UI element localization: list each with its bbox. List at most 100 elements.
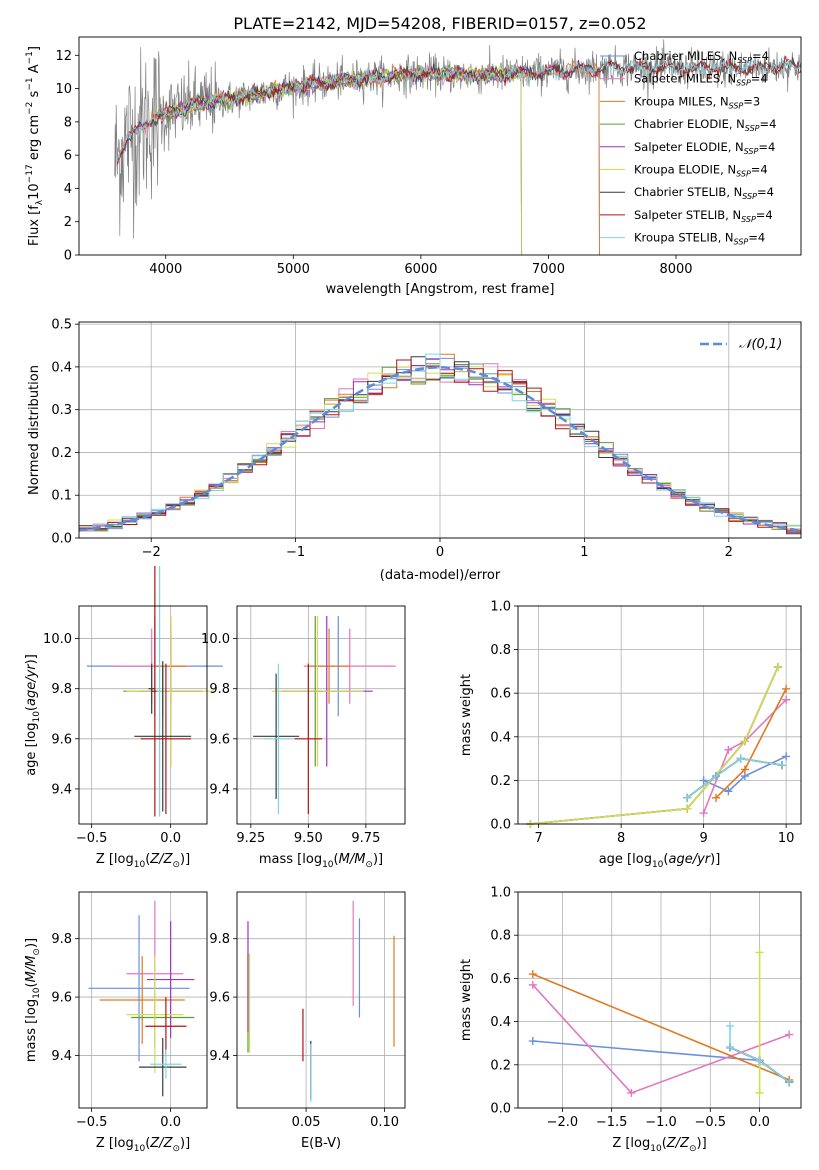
label-part: Flux [f — [27, 205, 42, 246]
legend-label: Salpeter ELODIE, NSSP=4 — [634, 140, 775, 156]
label-part: ⊙ — [172, 1144, 180, 1154]
legend: Chabrier MILES, NSSP=4 Salpeter MILES, N S… — [600, 49, 776, 247]
weight-line — [686, 757, 783, 799]
label-part: age [log — [599, 852, 652, 867]
weight-marker — [773, 663, 782, 672]
label-part: ⊙ — [32, 948, 42, 956]
weight-line — [729, 1025, 790, 1083]
y-tick-label: 0.5 — [51, 318, 72, 333]
plot-area — [88, 900, 195, 1097]
x-tick-label: 0.05 — [292, 1115, 321, 1130]
legend-text: Salpeter MILES, N — [634, 72, 736, 86]
y-tick-label: 9.6 — [51, 991, 72, 1006]
label-part: mass [log — [24, 999, 39, 1062]
x-tick-label: 9.25 — [236, 831, 265, 846]
legend-label: Kroupa MILES, NSSP=3 — [634, 94, 760, 110]
x-axis-label: wavelength [Angstrom, rest frame] — [326, 282, 555, 297]
label-part: erg cm — [27, 115, 42, 164]
axis-label: mass [log10(M/M⊙)] — [24, 938, 42, 1062]
y-axis-label: mass weight — [459, 674, 474, 756]
model-spectrum — [116, 60, 600, 256]
legend-count: =3 — [743, 94, 760, 108]
legend-count: =4 — [751, 163, 768, 177]
x-tick-label: 1 — [580, 545, 588, 560]
x-tick-label: −2 — [142, 545, 161, 560]
x-tick-label: −0.5 — [694, 1115, 726, 1130]
label-part: )] — [373, 852, 383, 867]
y-tick-label: 1.0 — [490, 600, 511, 615]
legend-count: =4 — [748, 231, 765, 245]
weight-marker — [740, 737, 749, 746]
legend-subscript: SSP — [736, 170, 751, 179]
panel-age-weight: 7 8 9 10 0.0 0.2 0.4 0.6 0.8 1.0 mass weight age [l… — [459, 600, 802, 870]
x-tick-label: −0.5 — [76, 831, 108, 846]
weight-marker — [699, 776, 708, 785]
label-part: 10 — [32, 987, 42, 999]
label-part: A — [27, 64, 42, 77]
weight-marker — [782, 752, 791, 761]
weight-marker — [778, 761, 787, 770]
label-part: )] — [180, 1136, 190, 1151]
label-part: )] — [24, 938, 39, 948]
axes-frame — [78, 36, 802, 256]
model-spectrum — [116, 61, 600, 256]
y-tick-label: 9.6 — [51, 732, 72, 747]
weight-marker — [712, 793, 721, 802]
x-tick-label: 9.50 — [294, 831, 323, 846]
y-axis-label: mass weight — [459, 959, 474, 1041]
y-axis-label: Normed distribution — [27, 365, 42, 495]
x-tick-label: 2 — [725, 545, 733, 560]
plot-area — [114, 39, 802, 256]
label-part: Z [log — [96, 852, 134, 867]
weight-marker — [782, 684, 791, 693]
weight-marker — [683, 804, 692, 813]
x-tick-label: −0.5 — [76, 1115, 108, 1130]
legend-label: Kroupa STELIB, NSSP=4 — [634, 231, 765, 247]
x-tick-label: 6000 — [404, 262, 437, 277]
x-tick-label: 8 — [617, 831, 625, 846]
y-tick-label: 0.2 — [490, 774, 511, 789]
legend-subscript: SSP — [734, 238, 749, 247]
label-part: 10 — [32, 711, 42, 723]
axes-frame — [78, 605, 208, 825]
y-tick-label: 0.4 — [51, 360, 72, 375]
axis-label: mass [log10(M/M⊙)] — [259, 852, 383, 870]
axes-frame — [236, 891, 406, 1109]
axis-label: Z [log10(Z/Z⊙)] — [96, 852, 190, 870]
weight-marker — [755, 1056, 764, 1065]
plot-area — [78, 353, 801, 535]
y-tick-label: 6 — [64, 149, 72, 164]
weight-marker — [724, 787, 733, 796]
label-part: −1 — [25, 77, 35, 90]
x-tick-label: 0.0 — [160, 1115, 181, 1130]
weight-marker — [782, 695, 791, 704]
y-tick-label: 9.8 — [51, 682, 72, 697]
label-part: M/M — [339, 852, 366, 867]
legend-count: =4 — [752, 49, 769, 63]
y-tick-label: 9.6 — [209, 732, 230, 747]
weight-marker — [528, 970, 537, 979]
legend-label: Chabrier MILES, NSSP=4 — [634, 49, 769, 65]
label-part: )] — [24, 654, 39, 664]
weight-marker — [699, 809, 708, 818]
y-tick-label: 0.0 — [490, 818, 511, 833]
weight-marker — [785, 1078, 794, 1087]
label-part: ( — [24, 982, 39, 987]
y-tick-label: 0.6 — [490, 972, 511, 987]
legend-subscript: SSP — [744, 147, 759, 156]
y-tick-label: 9.6 — [209, 991, 230, 1006]
legend-label: Chabrier STELIB, NSSP=4 — [634, 185, 774, 201]
legend-label: 𝒩(0,1) — [739, 337, 782, 352]
panel-mass-age: 9.25 9.50 9.75 9.4 9.6 9.8 10.0 mass [log10(M/M… — [201, 605, 406, 870]
plot-area — [253, 616, 396, 814]
y-tick-label: 0.4 — [490, 730, 511, 745]
y-tick-label: 2 — [64, 215, 72, 230]
y-tick-label: 0.0 — [490, 1102, 511, 1117]
label-part: −2 — [25, 102, 35, 115]
y-tick-label: 10 — [55, 82, 72, 97]
legend-count: =4 — [756, 208, 773, 222]
weight-marker — [528, 980, 537, 989]
label-part: age [log — [24, 723, 39, 776]
